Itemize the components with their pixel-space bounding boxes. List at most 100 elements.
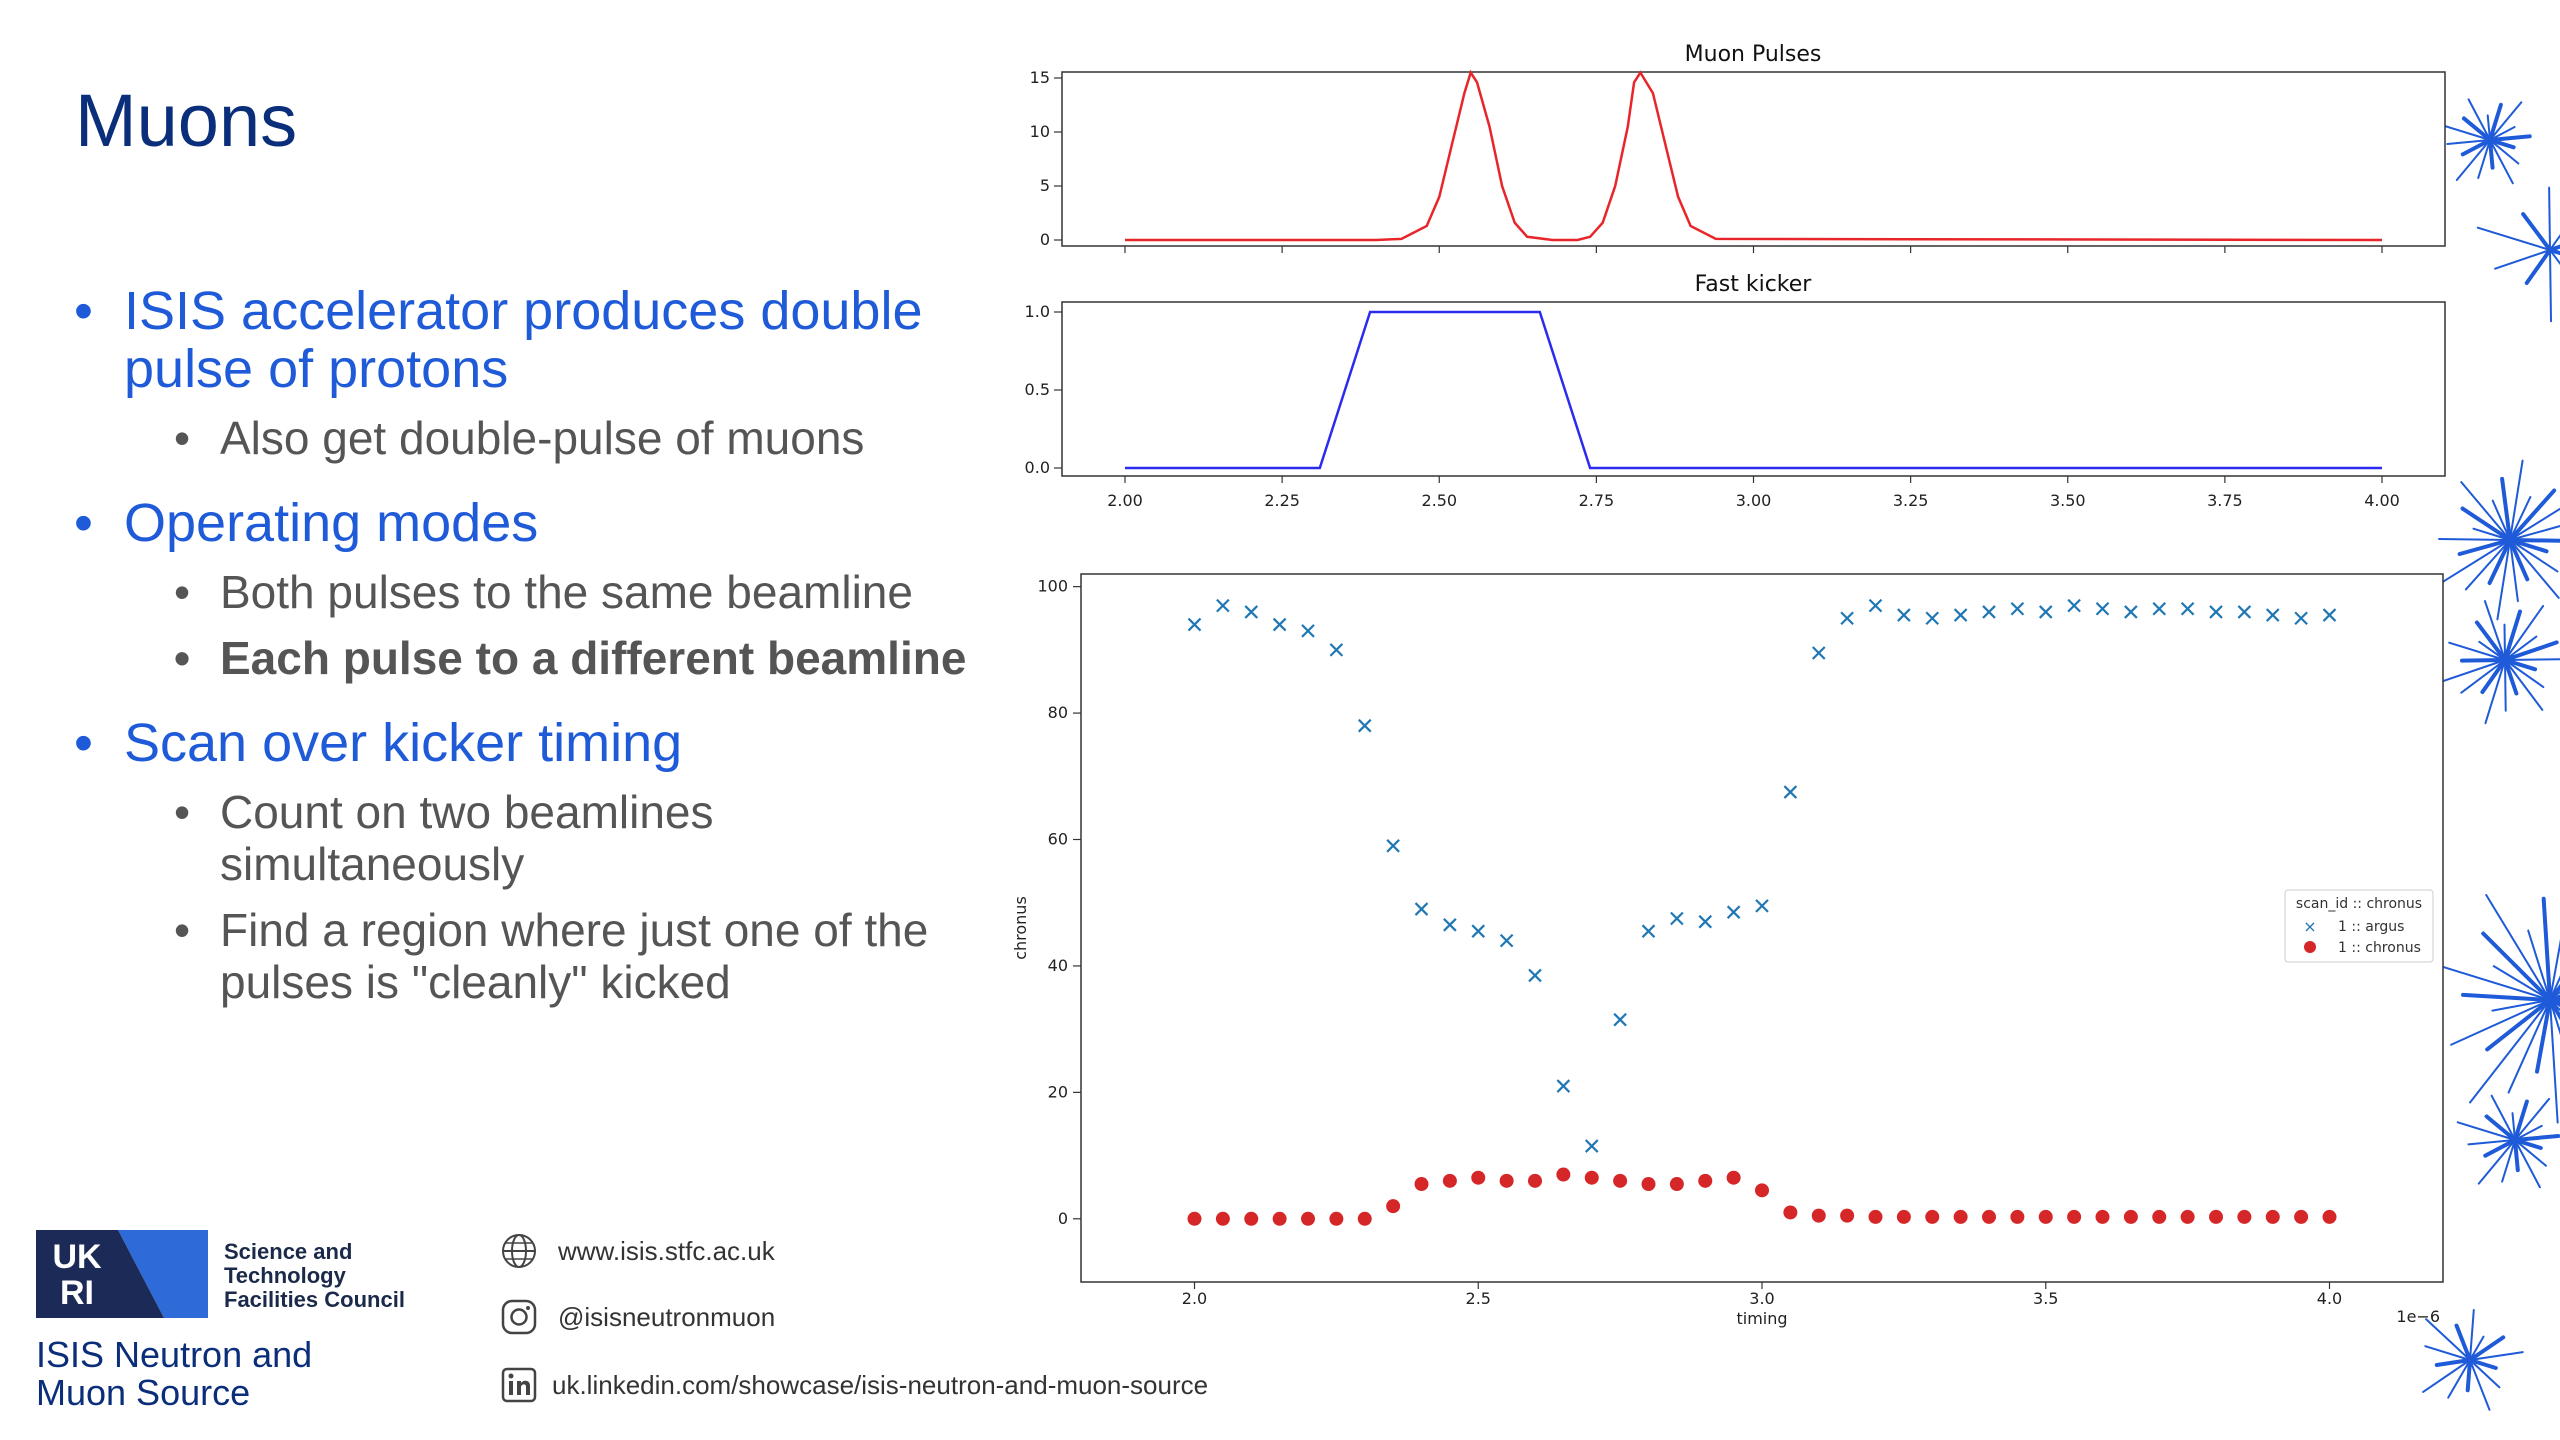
burst-ray [2488,134,2532,142]
chronus-point [1215,1211,1230,1226]
argus-point [1783,785,1798,799]
x-tick-label: 2.75 [1579,491,1615,510]
argus-point [2209,605,2223,619]
burst-ray [2474,620,2507,662]
burst-ray [2467,98,2491,141]
argus-point [2010,601,2025,616]
y-tick-label: 1.0 [1025,302,1050,321]
chronus-point [1982,1209,1996,1224]
legend-title: scan_id :: chronus [2296,896,2422,912]
chronus-point [1925,1209,1940,1224]
burst-ray [2503,609,2522,662]
burst-ray [2457,538,2512,557]
burst-ray [2434,1358,2472,1367]
chronus-point [1613,1173,1628,1188]
burst-ray [2437,659,2506,684]
burst-ray [2469,1351,2524,1361]
argus-point [2067,598,2081,613]
decorative-burst-graphic [2422,98,2560,1411]
burst-ray [2504,659,2507,712]
chronus-point [1329,1211,1344,1226]
sub-bullet-same-beamline: Both pulses to the same beamline [70,566,1010,618]
argus-point [2322,608,2337,622]
x-tick-label: 3.5 [2033,1289,2058,1308]
argus-point [1443,918,1457,932]
burst-ray [2541,896,2552,1002]
linkedin-link[interactable]: uk.linkedin.com/showcase/isis-neutron-an… [552,1370,1209,1400]
burst-ray [2484,1114,2517,1142]
council-line: Technology [224,1263,346,1288]
plot-frame [1080,573,2444,1283]
burst-ray [2549,249,2553,323]
chronus-point [2322,1209,2337,1224]
x-offset-label: 1e−6 [2396,1307,2440,1326]
burst-ray [2465,1358,2472,1393]
argus-point [1670,911,1684,926]
burst-ray [2500,476,2512,542]
chronus-point [1868,1209,1883,1224]
chart-muon-pulses: Muon Pulses 0 5 10 15 [1030,42,2446,253]
argus-point [1499,933,1514,948]
chronus-point [1840,1208,1855,1223]
y-tick-label: 40 [1048,956,1068,975]
burst-ray [2461,992,2552,1002]
burst-ray [2477,139,2491,180]
x-tick-label: 2.25 [1264,491,1300,510]
burst-ray [2509,539,2559,573]
chart-title: Fast kicker [1695,272,1813,297]
burst-ray [2460,138,2492,157]
chronus-point [1896,1209,1911,1224]
chronus-point [1811,1208,1826,1223]
chronus-point [2038,1209,2053,1224]
chronus-point [1641,1177,1656,1192]
burst-ray [2508,538,2530,582]
burst-ray [2469,1359,2491,1411]
legend-box [2284,889,2434,963]
council-line: Science and [224,1239,353,1264]
burst-ray [2509,525,2560,541]
burst-ray [2438,964,2551,1001]
argus-point [1811,646,1826,660]
chronus-point [2123,1209,2138,1224]
y-tick-label: 60 [1048,830,1068,849]
argus-point [1244,605,1259,619]
burst-ray [2503,658,2538,672]
legend-marker-argus: × [2303,917,2316,936]
legend-entry-chronus: 1 :: chronus [2338,940,2421,956]
svg-text:UK: UK [52,1238,102,1276]
argus-point [1755,899,1769,913]
chronus-point [1357,1211,1372,1226]
burst-ray [2483,600,2506,661]
burst-ray [2548,248,2560,256]
chronus-point [1499,1173,1514,1188]
instagram-handle[interactable]: @isisneutronmuon [558,1302,776,1332]
linkedin-icon [501,1367,537,1403]
burst-ray [2496,539,2511,621]
isis-name-line: Muon Source [36,1372,251,1413]
burst-ray [2491,499,2511,541]
argus-point [1641,924,1656,938]
burst-ray [2477,1139,2516,1185]
burst-ray [2508,488,2557,542]
argus-point [1528,968,1542,983]
website-link[interactable]: www.isis.stfc.ac.uk [558,1236,775,1266]
burst-ray [2503,658,2519,696]
sub-bullet-different-beamline: Each pulse to a different beamline [70,632,1010,684]
argus-point [2038,605,2053,619]
x-tick-label: 2.50 [1421,491,1457,510]
argus-point [1329,643,1344,657]
chronus-point [2180,1209,2195,1224]
plot-frame [1061,71,2446,247]
sub-bullet-double-pulse: Also get double-pulse of muons [70,412,1010,464]
burst-ray [2549,249,2560,266]
burst-ray [2509,539,2519,603]
legend-marker-chronus [2304,941,2316,953]
y-tick-label: 0 [1040,230,1050,249]
burst-ray [2476,226,2551,251]
bullet-list: ISIS accelerator produces double pulse o… [70,282,1010,1022]
chart-title: Muon Pulses [1685,42,1822,67]
burst-ray [2492,965,2551,1001]
council-line: Facilities Council [224,1287,405,1312]
burst-ray [2454,1323,2472,1362]
legend: scan_id :: chronus × 1 :: argus 1 :: chr… [2284,889,2434,963]
